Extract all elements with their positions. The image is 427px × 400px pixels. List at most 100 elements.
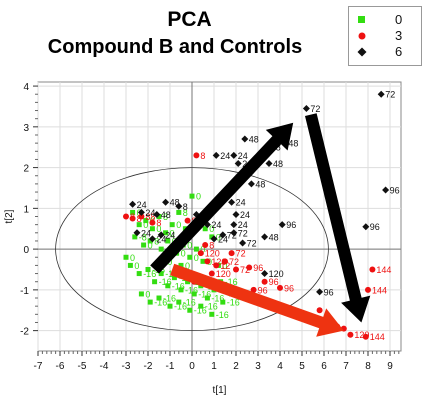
point-square	[185, 279, 191, 285]
point-label: 96	[370, 222, 380, 232]
x-tick-label: 9	[387, 361, 393, 372]
point-label: 72	[247, 238, 257, 248]
point-circle	[197, 250, 204, 257]
legend-item-3: 3	[349, 28, 421, 44]
point-square	[176, 209, 182, 215]
point-circle	[184, 217, 191, 224]
point-label: 48	[288, 139, 298, 149]
point-circle	[369, 266, 376, 273]
point-label: 96	[258, 285, 268, 295]
point-square	[145, 266, 151, 272]
point-circle	[213, 262, 220, 269]
point-label: 96	[269, 277, 279, 287]
x-tick-label: 6	[321, 361, 327, 372]
point-diamond	[261, 233, 269, 241]
legend: 0 3 6	[348, 6, 422, 66]
point-diamond	[162, 198, 170, 206]
point-square	[156, 214, 162, 219]
point-diamond	[219, 231, 227, 239]
x-tick-label: 4	[277, 361, 283, 372]
legend-diamond-icon	[357, 47, 367, 57]
trend-arrow	[170, 263, 344, 337]
point-diamond	[362, 223, 370, 231]
point-label: 88	[145, 212, 155, 222]
point-square	[209, 311, 215, 317]
point-circle	[362, 333, 369, 340]
point-square	[198, 303, 204, 309]
point-label: 0	[143, 220, 148, 230]
point-diamond	[228, 198, 236, 206]
x-axis-label: t[1]	[213, 385, 227, 396]
point-circle	[208, 270, 215, 277]
point-square	[191, 291, 197, 297]
point-label: 120	[205, 249, 220, 259]
point-diamond	[265, 160, 273, 168]
point-label: -16	[194, 306, 207, 316]
x-tick-label: -4	[100, 361, 109, 372]
point-diamond	[382, 186, 390, 194]
point-label: 72	[238, 228, 248, 238]
point-square	[165, 283, 171, 289]
point-square	[141, 242, 147, 248]
point-label: -16	[216, 310, 229, 320]
point-diamond	[261, 270, 269, 278]
point-label: 24	[238, 220, 248, 230]
point-label: -16	[143, 269, 156, 279]
legend-item-0: 0	[349, 12, 421, 28]
point-circle	[228, 250, 235, 257]
x-tick-label: 7	[343, 361, 349, 372]
point-label: 0	[170, 228, 175, 238]
point-diamond	[212, 151, 220, 159]
point-label: 0	[200, 245, 205, 255]
point-label: 24	[238, 151, 248, 161]
x-tick-label: 0	[189, 361, 195, 372]
point-label: 24	[211, 220, 221, 230]
point-diamond	[133, 229, 141, 237]
point-diamond	[316, 288, 324, 296]
point-label: 72	[227, 230, 237, 240]
point-label: 0	[156, 224, 161, 234]
point-label: 24	[240, 210, 250, 220]
point-label: 8	[209, 241, 214, 251]
point-label: -16	[225, 277, 238, 287]
point-label: 8	[200, 151, 205, 161]
point-square	[202, 226, 208, 232]
point-label: 24	[137, 200, 147, 210]
point-diamond	[230, 229, 238, 237]
hotelling-ellipse	[55, 167, 329, 332]
point-label: -16	[159, 277, 172, 287]
point-square	[204, 295, 210, 301]
chart-subtitle: Compound B and Controls	[47, 36, 303, 58]
point-label: 24	[218, 234, 228, 244]
point-circle	[138, 213, 145, 220]
point-label: 120	[211, 257, 226, 267]
point-label: 24	[220, 151, 230, 161]
y-axis-label: t[2]	[4, 209, 15, 223]
point-label: 0	[216, 232, 221, 242]
point-label: 144	[370, 332, 385, 342]
point-diamond	[175, 202, 183, 210]
point-square	[176, 299, 182, 305]
point-circle	[222, 258, 228, 265]
point-circle	[246, 264, 253, 271]
point-square	[178, 262, 184, 268]
point-square	[158, 246, 164, 252]
x-tick-label: 1	[211, 361, 217, 372]
point-square	[136, 271, 142, 277]
point-label: 96	[284, 283, 294, 293]
point-square	[189, 193, 195, 199]
point-square	[187, 254, 193, 260]
point-label: 120	[216, 269, 231, 279]
x-tick-label: -5	[78, 361, 87, 372]
point-label: 96	[324, 287, 334, 297]
x-tick-label: -6	[56, 361, 65, 372]
point-label: 96	[253, 263, 263, 273]
point-label: 72	[310, 104, 320, 114]
y-tick-label: -2	[20, 327, 29, 338]
legend-label: 0	[395, 12, 403, 27]
chart-title: PCA	[167, 8, 212, 31]
y-tick-label: 2	[23, 164, 29, 175]
point-circle	[261, 278, 268, 285]
point-label: 0	[194, 253, 199, 263]
